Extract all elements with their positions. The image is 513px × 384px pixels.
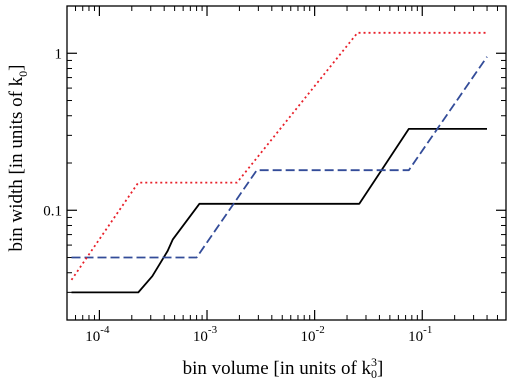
y-axis-label-close: ] <box>6 64 27 70</box>
major-ticks <box>67 6 506 320</box>
minor-ticks <box>66 5 506 321</box>
x-tick-label: 10-3 <box>193 324 218 345</box>
y-tick-label: 0.1 <box>43 203 62 219</box>
x-axis-label-sub: 0 <box>371 367 377 381</box>
y-axis-label: bin width [in units of k0] <box>6 64 30 251</box>
y-tick-label: 1 <box>55 46 63 62</box>
plot-frame <box>66 5 507 321</box>
x-axis-label-sup: 3 <box>371 355 377 369</box>
series-layer <box>70 31 488 294</box>
x-tick-label: 10-1 <box>408 324 432 345</box>
x-tick-label-exp: -1 <box>423 324 432 336</box>
x-tick-label-base: 10 <box>301 329 316 345</box>
series-dotted-line <box>70 31 487 281</box>
x-tick-label: 10-4 <box>85 324 110 345</box>
x-tick-label-exp: -2 <box>316 324 325 336</box>
x-tick-label-base: 10 <box>408 329 423 345</box>
y-axis-label-sub: 0 <box>16 71 30 77</box>
x-tick-label-base: 10 <box>193 329 208 345</box>
x-axis-label: bin volume [in units of k3 0] <box>183 355 384 381</box>
y-axis-label-main: bin width [in units of k <box>6 76 27 251</box>
series-dashed-line <box>71 56 488 259</box>
x-tick-label-base: 10 <box>85 329 100 345</box>
x-axis-label-main: bin volume [in units of k <box>183 358 372 379</box>
tick-labels: 10-4 10-3 10-2 10-10.11 <box>43 46 432 345</box>
x-tick-label: 10-2 <box>301 324 325 345</box>
series-solid-line <box>71 128 487 294</box>
x-axis-label-close: ] <box>377 358 383 379</box>
x-tick-label-exp: -3 <box>208 324 218 336</box>
x-tick-label-exp: -4 <box>100 324 110 336</box>
